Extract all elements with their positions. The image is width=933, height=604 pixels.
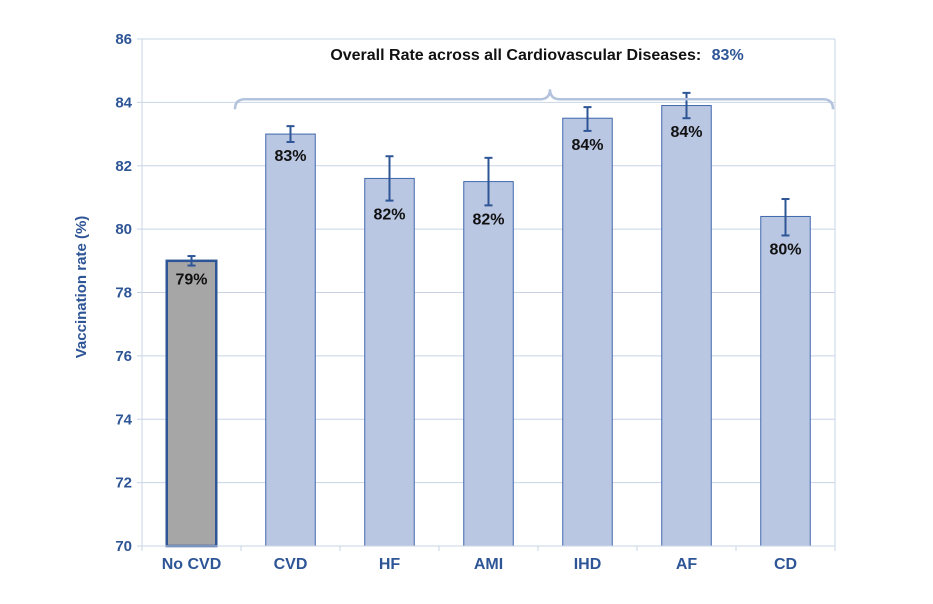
x-category-cd: CD — [774, 556, 797, 573]
data-label-cvd: 83% — [274, 148, 306, 165]
y-tick-labels: 70 72 74 76 78 80 82 84 86 — [115, 31, 132, 555]
bar-ihd — [562, 117, 613, 547]
y-axis-label: Vaccination rate (%) — [73, 216, 90, 359]
x-category-no-cvd: No CVD — [162, 556, 222, 573]
bar-cd — [760, 215, 811, 547]
data-label-cd: 80% — [769, 241, 801, 258]
x-category-af: AF — [676, 556, 698, 573]
overall-rate-value: 83% — [712, 47, 744, 64]
y-tick-label-84: 84 — [115, 94, 132, 111]
bar-af — [661, 105, 712, 547]
x-category-cvd: CVD — [274, 556, 308, 573]
y-tick-label-80: 80 — [115, 221, 132, 238]
y-tick-label-76: 76 — [115, 348, 132, 365]
bar-cvd — [265, 133, 316, 547]
x-category-ami: AMI — [474, 556, 503, 573]
y-tick-label-72: 72 — [115, 475, 132, 492]
data-label-af: 84% — [670, 124, 702, 141]
y-tick-label-86: 86 — [115, 31, 132, 48]
data-labels: 79% 83% 82% 82% 84% 84% 80% — [175, 124, 801, 288]
error-bars — [187, 91, 790, 267]
overall-rate-bracket — [233, 89, 835, 110]
overall-rate-annotation: Overall Rate across all Cardiovascular D… — [330, 47, 743, 64]
y-tick-label-70: 70 — [115, 538, 132, 555]
axes — [137, 38, 836, 551]
overall-rate-text: Overall Rate across all Cardiovascular D… — [330, 47, 701, 64]
y-tick-label-78: 78 — [115, 285, 132, 302]
bars — [165, 105, 811, 548]
data-label-no-cvd: 79% — [175, 272, 207, 289]
y-tick-label-82: 82 — [115, 158, 132, 175]
data-label-ami: 82% — [472, 211, 504, 228]
bar-no-cvd — [165, 259, 218, 548]
data-label-ihd: 84% — [571, 137, 603, 154]
bracket-line — [233, 89, 835, 110]
bar-ami — [463, 181, 514, 547]
bar-hf — [364, 177, 415, 547]
data-label-hf: 82% — [373, 207, 405, 224]
x-category-labels: No CVD CVD HF AMI IHD AF CD — [162, 556, 797, 573]
x-category-ihd: IHD — [574, 556, 602, 573]
y-tick-label-74: 74 — [115, 411, 132, 428]
x-category-hf: HF — [379, 556, 401, 573]
